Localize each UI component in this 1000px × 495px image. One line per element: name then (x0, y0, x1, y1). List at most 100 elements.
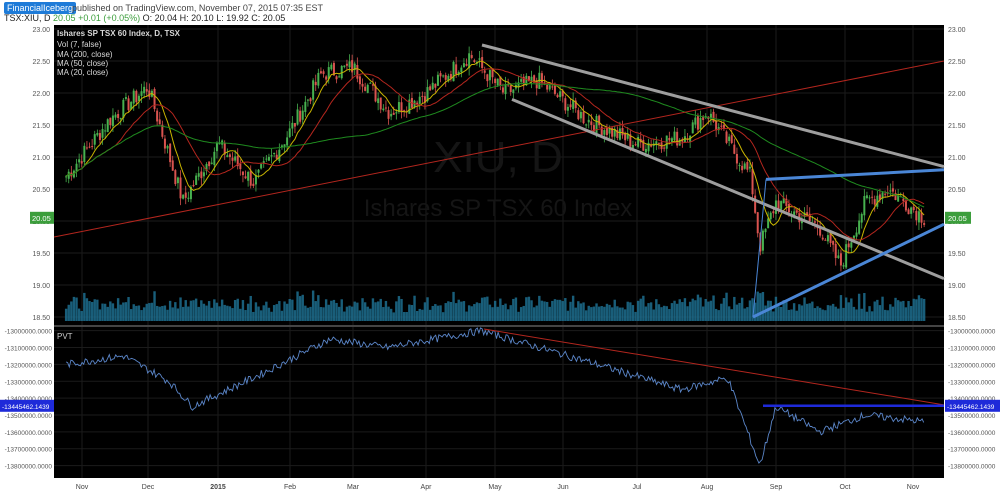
candle-body (65, 176, 68, 178)
volume-bar (410, 305, 414, 321)
candle-body (507, 84, 510, 86)
volume-bar (491, 307, 494, 321)
volume-bar (831, 303, 835, 321)
candle-body (819, 226, 822, 236)
candle-body (288, 128, 291, 138)
volume-bar (415, 310, 419, 321)
candle-body (793, 211, 796, 216)
candle-body (161, 124, 164, 137)
volume-bar (202, 303, 206, 321)
volume-bar (122, 302, 125, 321)
candle-body (481, 57, 484, 68)
volume-bar (101, 303, 104, 321)
candle-body (782, 198, 785, 204)
volume-bar (782, 300, 785, 321)
volume-bar (673, 300, 676, 321)
volume-bar (337, 306, 341, 321)
candle-body (525, 75, 528, 86)
candle-body (379, 97, 382, 110)
price-current-text: 20.05 (948, 214, 967, 223)
volume-bar (431, 305, 434, 321)
volume-bar (348, 305, 351, 321)
candle-body (894, 193, 897, 201)
candle-body (910, 207, 913, 214)
candle-body (236, 155, 239, 167)
volume-bar (579, 303, 583, 321)
candle-body (384, 107, 387, 109)
volume-bar (811, 301, 814, 321)
volume-bar (275, 304, 278, 321)
candle-body (530, 76, 533, 82)
volume-bar (600, 306, 603, 321)
candle-body (306, 99, 309, 101)
volume-bar (462, 301, 466, 321)
pvt-tick-label-left: -13700000.0000 (5, 447, 53, 454)
candle-body (722, 124, 725, 129)
volume-bar (397, 296, 401, 321)
volume-bar (616, 306, 619, 321)
volume-bar (769, 300, 772, 321)
price-tick-label: 20.50 (948, 187, 966, 194)
volume-bar (899, 301, 902, 321)
candle-body (343, 65, 346, 67)
channel-lower (511, 98, 945, 280)
volume-bar (512, 298, 515, 321)
time-tick-label: Nov (907, 484, 920, 491)
volume-bar (153, 291, 156, 321)
volume-bar (759, 293, 762, 321)
volume-bar (920, 298, 923, 321)
volume-bar (907, 301, 910, 321)
candle-body (174, 170, 177, 185)
volume-bar (103, 303, 107, 321)
candle-body (140, 91, 143, 96)
volume-bar (571, 295, 575, 321)
volume-bar (374, 302, 377, 321)
candle-body (777, 200, 780, 210)
volume-bar (670, 303, 674, 321)
volume-bar (686, 306, 689, 321)
candle-body (842, 265, 845, 267)
volume-bar (231, 308, 234, 321)
candle-body (171, 160, 174, 171)
candle-body (439, 73, 442, 77)
volume-bar (691, 298, 694, 321)
time-tick-label: Sep (770, 484, 783, 491)
candle-body (374, 85, 377, 102)
candle-body (845, 244, 848, 268)
price-current-text-left: 20.05 (32, 214, 51, 223)
candle-body (533, 75, 536, 83)
candle-body (709, 113, 712, 119)
candle-body (733, 144, 736, 154)
candle-body (881, 192, 884, 199)
candle-body (871, 196, 874, 198)
price-current-badge (945, 211, 971, 224)
volume-bar (319, 307, 323, 321)
candle-body (808, 213, 811, 222)
volume-bar (400, 298, 403, 321)
candle-body (88, 146, 91, 148)
candle-body (208, 161, 211, 167)
candle-body (93, 134, 96, 145)
volume-bar (213, 299, 216, 321)
candle-body (754, 195, 757, 213)
symbol-name: TSX:XIU, D (4, 13, 51, 23)
candle-body (813, 221, 816, 223)
volume-bar (132, 304, 135, 321)
volume-bar (350, 306, 354, 321)
author-logo[interactable]: FinancialIceberg (4, 2, 77, 14)
candle-body (332, 62, 335, 76)
candle-body (725, 131, 728, 143)
volume-bar (839, 295, 843, 321)
candle-body (746, 162, 749, 170)
volume-bar (363, 302, 367, 321)
volume-bar (675, 303, 679, 321)
volume-bar (465, 311, 468, 321)
volume-bar (207, 301, 211, 321)
volume-bar (886, 310, 889, 321)
candle-body (611, 127, 614, 137)
candle-body (390, 113, 393, 117)
legend-title: Ishares SP TSX 60 Index, D, TSX (57, 29, 181, 38)
volume-bar (808, 303, 811, 321)
pvt-tick-label: -13400000.0000 (948, 396, 996, 403)
candle-body (852, 235, 855, 241)
